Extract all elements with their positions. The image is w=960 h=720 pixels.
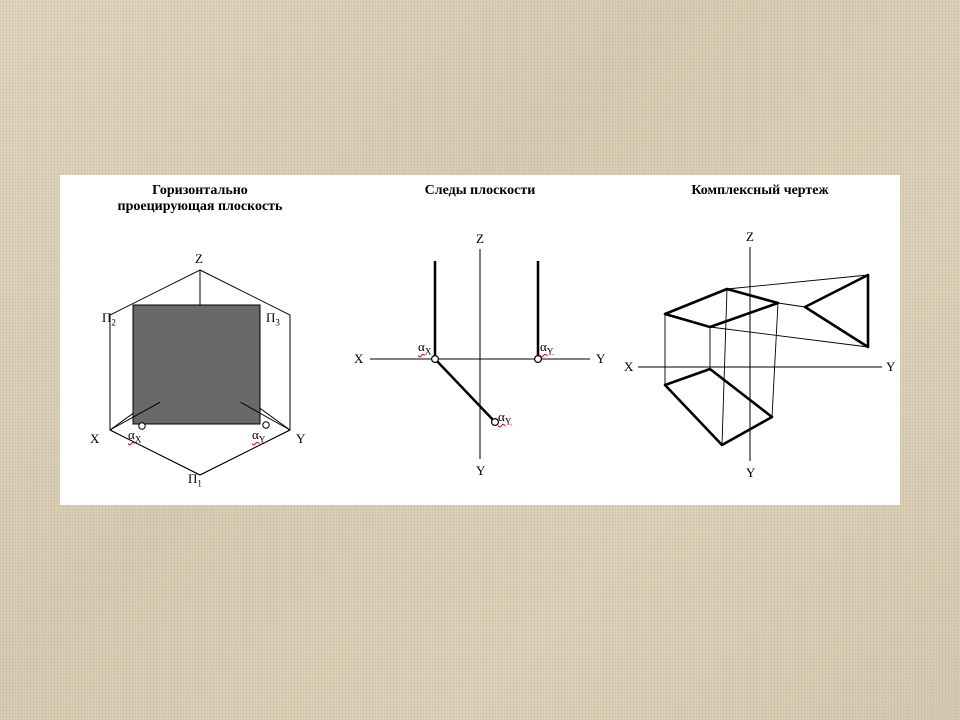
panel3-diagram: Z X Y Y [620,199,900,489]
panel2-diagram: Z X Y YαX αY αY [340,199,620,489]
label-p3-Yr: Y [886,359,895,375]
diagram-card: Горизонтально проецирующая плоскость Z X Y… [60,175,900,505]
label-p1-aY: αY [252,427,265,445]
label-p3-Yb: Y [746,465,755,481]
label-p2-aX: αX [418,339,431,357]
label-p2-Yr: Y [596,351,605,367]
label-p3-Z: Z [746,229,754,245]
label-p3-X: X [624,359,633,375]
label-p1-P1: П1 [188,471,202,489]
panel2-title: Следы плоскости [340,175,620,199]
label-p1-aX: αX [128,427,141,445]
panel1-title: Горизонтально проецирующая плоскость [60,175,340,215]
label-p2-Yb: Y [476,463,485,479]
label-p2-Z: Z [476,231,484,247]
page-background: Горизонтально проецирующая плоскость Z X Y… [0,0,960,720]
label-p1-Z: Z [195,251,203,267]
panel-axonometric: Горизонтально проецирующая плоскость Z X Y… [60,175,340,505]
panel-traces: Следы плоскости Z X Y YαX αY αY [340,175,620,505]
panel-complex: Комплексный чертеж Z X Y Y [620,175,900,505]
panel3-title: Комплексный чертеж [620,175,900,199]
label-p1-P2: П2 [102,310,116,328]
label-p2-aYb: αY [498,409,511,427]
label-p2-X: X [354,351,363,367]
panel1-diagram: Z X Y П1 П2 П3 αX αY [60,215,340,505]
label-p2-aYr: αY [540,339,553,357]
label-p1-P3: П3 [266,310,280,328]
label-p1-Y: Y [296,431,305,447]
label-p1-X: X [90,431,99,447]
